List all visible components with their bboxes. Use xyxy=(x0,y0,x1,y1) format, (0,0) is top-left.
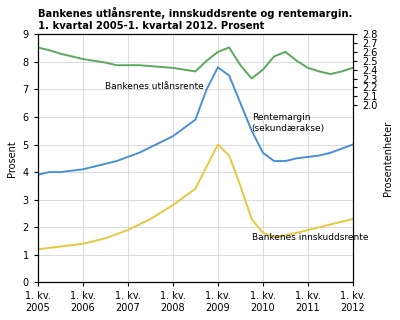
Y-axis label: Prosentenheter: Prosentenheter xyxy=(383,121,393,196)
Text: Bankenes innskuddsrente: Bankenes innskuddsrente xyxy=(252,233,368,242)
Y-axis label: Prosent: Prosent xyxy=(7,140,17,177)
Text: Bankenes utlånsrente: Bankenes utlånsrente xyxy=(105,82,204,91)
Text: Rentemargin
(sekundærakse): Rentemargin (sekundærakse) xyxy=(252,113,325,133)
Text: Bankenes utlånsrente, innskuddsrente og rentemargin.
1. kvartal 2005-1. kvartal : Bankenes utlånsrente, innskuddsrente og … xyxy=(38,7,352,31)
